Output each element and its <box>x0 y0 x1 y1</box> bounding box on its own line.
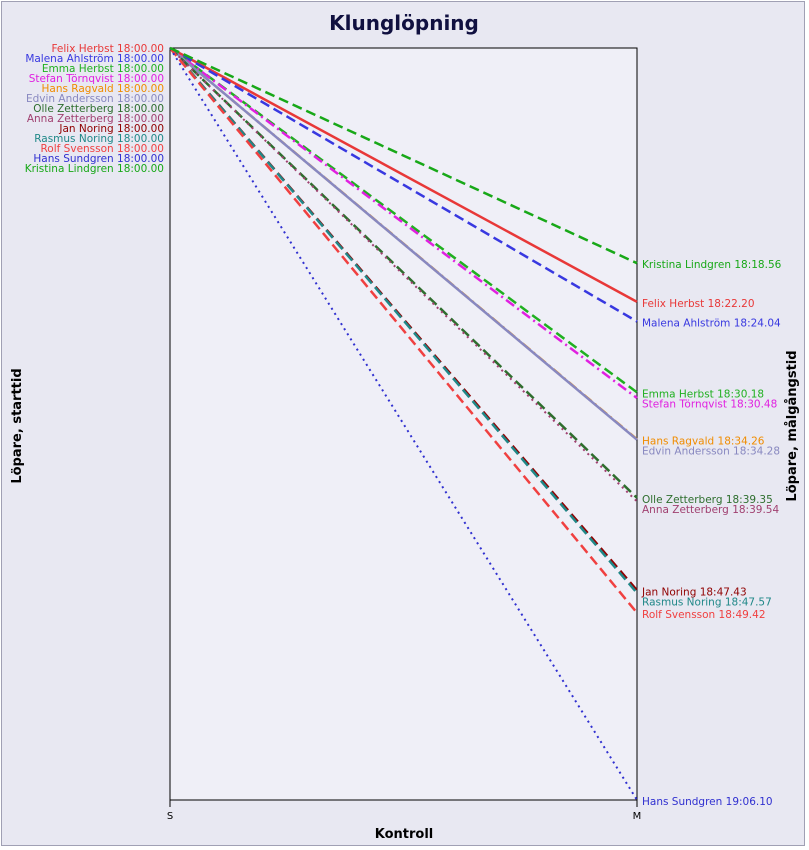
finish-labels: Felix Herbst 18:22.20 Malena Ahlström 18:… <box>641 259 782 808</box>
x-tick-label-start: S <box>167 811 173 822</box>
finish-label: Edvin Andersson 18:34.28 <box>642 445 780 457</box>
finish-label: Olle Zetterberg 18:39.35 <box>642 494 773 506</box>
series-line <box>169 46 638 323</box>
start-label: Hans Sundgren 18:00.00 <box>33 153 164 165</box>
series-line <box>169 46 638 394</box>
series-line <box>169 47 638 614</box>
start-label: Jan Noring 18:00.00 <box>58 123 164 135</box>
finish-label: Rasmus Noring 18:47.57 <box>642 596 772 608</box>
series-line <box>169 47 638 503</box>
start-label: Rolf Svensson 18:00.00 <box>40 143 164 155</box>
start-label: Hans Ragvald 18:00.00 <box>42 83 164 95</box>
start-label: Rasmus Noring 18:00.00 <box>34 133 164 145</box>
start-label: Emma Herbst 18:00.00 <box>42 63 164 75</box>
start-label: Kristina Lindgren 18:00.00 <box>25 163 164 175</box>
series-line <box>169 46 638 265</box>
finish-label: Jan Noring 18:47.43 <box>641 586 747 598</box>
x-tick-label-finish: M <box>633 811 642 822</box>
x-axis-label: Kontroll <box>375 827 434 842</box>
chart-title: Klunglöpning <box>329 11 479 35</box>
finish-label: Felix Herbst 18:22.20 <box>642 298 755 310</box>
finish-label: Kristina Lindgren 18:18.56 <box>642 259 782 271</box>
start-label: Anna Zetterberg 18:00.00 <box>27 113 164 125</box>
start-label: Stefan Törnqvist 18:00.00 <box>29 73 164 85</box>
series-line <box>169 46 638 400</box>
series-lines <box>169 46 638 801</box>
finish-label: Malena Ahlström 18:24.04 <box>642 318 781 330</box>
finish-label: Hans Ragvald 18:34.26 <box>642 435 765 447</box>
start-label: Felix Herbst 18:00.00 <box>51 43 164 55</box>
series-line <box>169 47 638 441</box>
series-line <box>169 46 638 303</box>
start-label: Malena Ahlström 18:00.00 <box>25 53 164 65</box>
start-label: Edvin Andersson 18:00.00 <box>26 93 164 105</box>
start-label: Olle Zetterberg 18:00.00 <box>33 103 164 115</box>
y-axis-label-right: Löpare, målgångstid <box>785 350 800 501</box>
y-axis-label-left: Löpare, starttid <box>10 368 25 483</box>
finish-label: Stefan Törnqvist 18:30.48 <box>642 398 777 410</box>
finish-label: Emma Herbst 18:30.18 <box>642 388 764 400</box>
finish-label: Anna Zetterberg 18:39.54 <box>642 504 779 516</box>
finish-label: Rolf Svensson 18:49.42 <box>642 609 766 621</box>
finish-label: Hans Sundgren 19:06.10 <box>642 796 773 808</box>
